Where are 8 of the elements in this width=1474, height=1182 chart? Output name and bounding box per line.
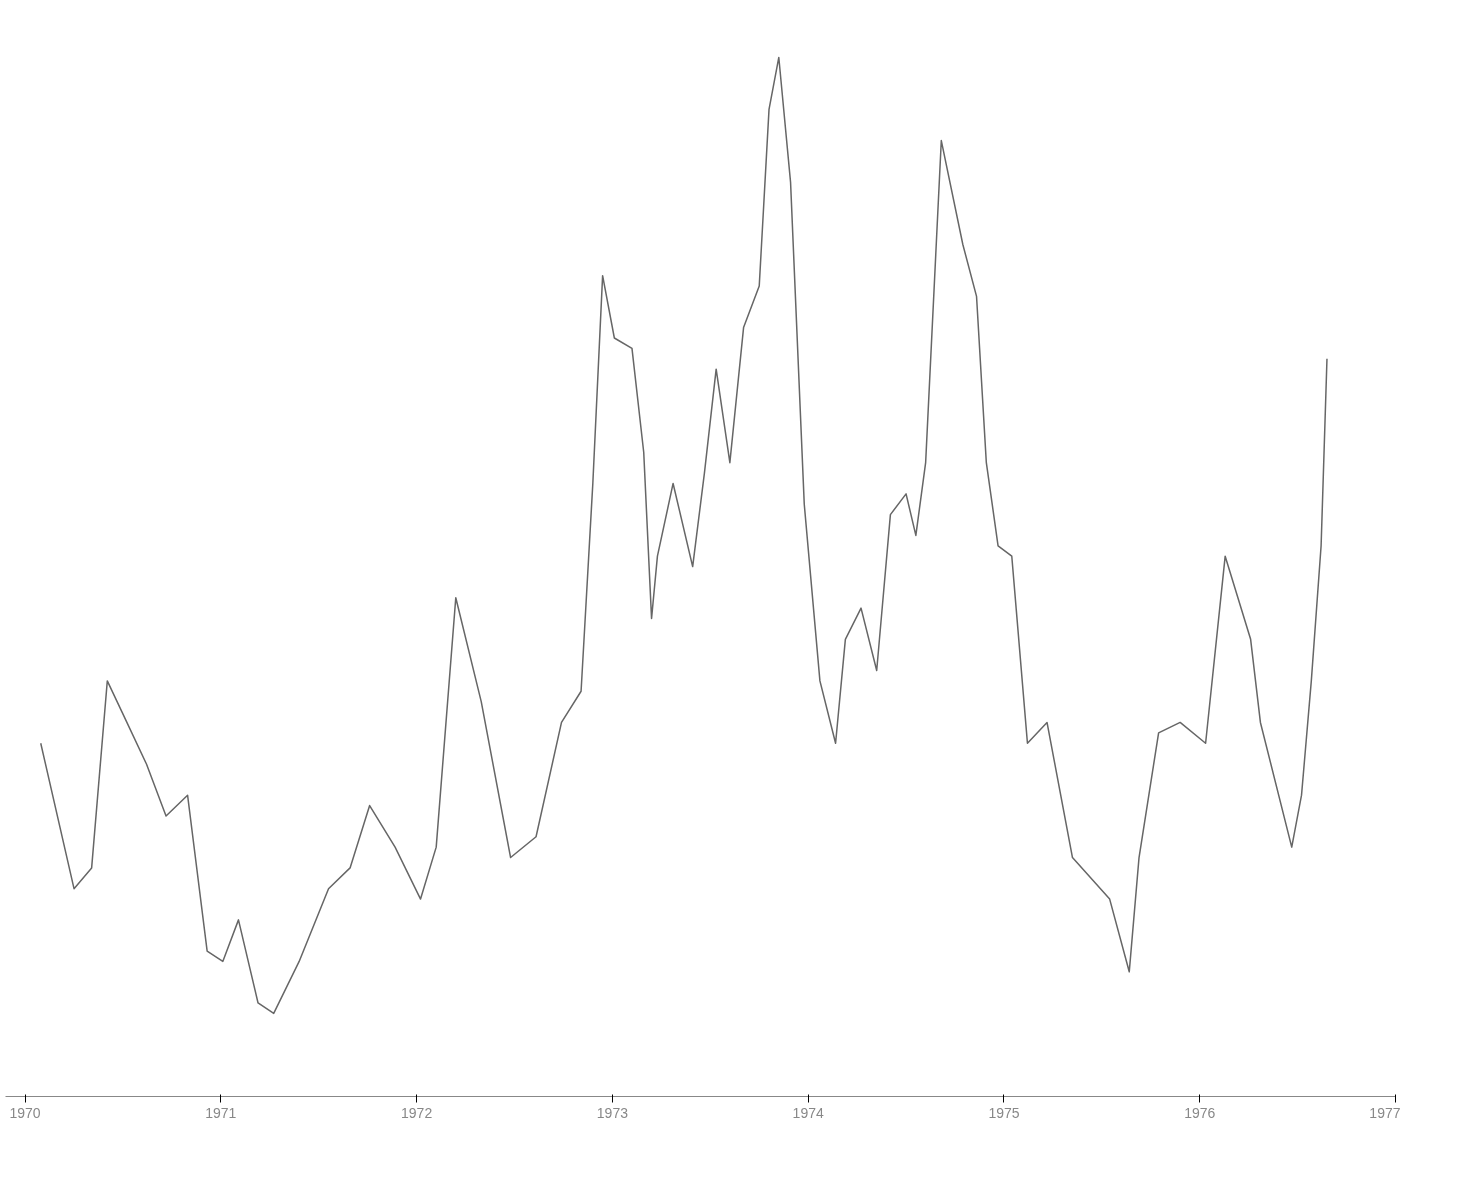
- x-tick-label: 1974: [792, 1104, 824, 1121]
- x-tick-label: 1972: [401, 1104, 433, 1121]
- x-tick-label: 1973: [596, 1104, 629, 1121]
- x-tick-label: 1970: [9, 1104, 41, 1121]
- x-tick-label: 1977: [1369, 1104, 1401, 1121]
- x-tick-label: 1971: [205, 1104, 237, 1121]
- x-tick-label: 1975: [988, 1104, 1020, 1121]
- x-tick-label: 1976: [1184, 1104, 1216, 1121]
